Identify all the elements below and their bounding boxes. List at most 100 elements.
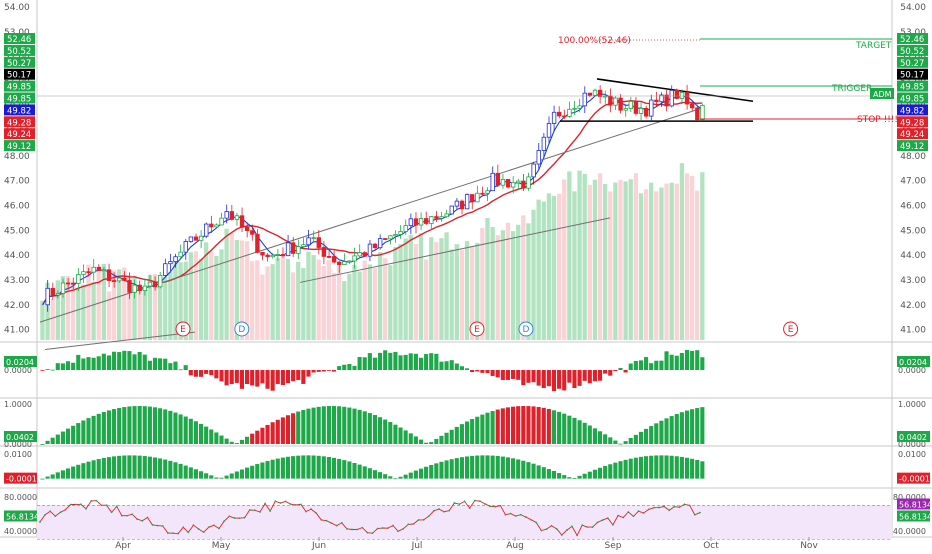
rsi-point-116 [632,515,635,518]
candle-body-5 [65,282,71,285]
event-marker-0 [175,321,191,337]
indicator-2-bar-76 [429,465,434,479]
indicator-0-bar-84 [470,370,475,373]
candle-body-103 [567,108,572,117]
volume-bar-94 [521,215,526,340]
rsi-point-104 [571,525,573,528]
indicator-2-bar-116 [633,457,638,479]
indicator-0-bar-119 [649,363,654,370]
indicator-1-bar-127 [690,409,695,444]
indicator-0-bar-128 [695,350,700,370]
rsi-point-3 [54,515,57,518]
indicator-0-bar-9 [86,357,91,370]
indicator-1-bar-42 [255,430,260,444]
volume-bar-16 [122,267,127,340]
rsi-point-13 [105,504,108,507]
indicator-3-left-badge-label: 56.8134 [6,512,39,521]
indicator-1-bar-69 [393,424,398,444]
rsi-point-90 [499,504,502,507]
candle-body-65 [372,243,378,249]
candle-body-30 [193,236,199,241]
volume-bar-14 [111,270,117,340]
indicator-0-bar-56 [326,370,331,371]
right-price-badge-5 [897,92,928,104]
rsi-point-41 [248,509,251,511]
volume-bar-8 [81,284,86,340]
indicator-1-bar-68 [388,422,393,444]
indicator-0-bar-62 [357,356,362,370]
volume-bar-3 [55,280,60,340]
right-price-badge-label-6: 49.82 [900,106,924,116]
indicator-0-bar-49 [291,370,296,382]
volume-bar-19 [137,287,142,340]
candle-body-41 [250,230,255,235]
right-price-badge-label-1: 50.52 [900,47,924,57]
volume-bar-88 [490,227,495,340]
indicator-0-bar-15 [117,352,122,370]
volume-bar-51 [301,267,306,340]
indicator-2-bar-111 [608,464,613,479]
indicator-0-bar-4 [60,363,65,370]
rsi-point-4 [59,511,62,514]
rsi-point-53 [310,508,313,511]
indicator-1-bar-43 [260,427,265,444]
volume-bar-105 [577,170,582,340]
volume-bar-127 [689,175,695,340]
indicator-0-bar-78 [439,361,444,370]
indicator-0-bar-74 [418,357,424,370]
volume-bar-49 [290,272,296,340]
candle-body-25 [168,261,173,265]
indicator-3-right-badge-label: 56.8134 [899,512,932,521]
candle-body-107 [587,92,593,96]
indicator-2-bar-59 [342,460,347,479]
volume-bar-36 [224,228,229,340]
candle-body-73 [413,218,419,226]
candle-body-31 [198,235,204,241]
indicator-2-bar-15 [117,455,122,479]
rsi-point-37 [228,515,231,518]
candle-body-116 [633,100,639,114]
volume-bar-124 [674,183,679,340]
indicator-2-bar-52 [306,455,311,479]
rsi-point-107 [586,526,589,529]
indicator-0-bar-92 [511,370,516,379]
candle-body-12 [101,269,107,272]
indicator-0-bar-31 [198,370,204,377]
volume-bar-47 [280,254,286,340]
right-price-badge-label-0: 52.46 [900,35,924,45]
indicator-1-bar-112 [613,440,618,444]
rsi-point-126 [683,503,686,506]
indicator-2-bar-70 [398,476,403,479]
volume-bar-115 [628,179,633,340]
indicator-1-bar-81 [454,426,459,444]
indicator-2-bar-38 [234,471,239,479]
indicator-2-bar-129 [700,461,705,479]
event-marker-3 [518,321,534,337]
indicator-2-bar-13 [106,457,112,479]
volume-bar-39 [239,240,245,340]
volume-bar-0 [40,300,45,340]
indicator-3-tick-right-1: 40.0000 [893,527,926,536]
volume-bar-4 [60,276,66,340]
rsi-point-34 [213,524,215,527]
candle-body-84 [470,194,475,203]
indicator-2-bar-98 [541,467,546,479]
candle-body-109 [597,89,603,97]
indicator-0-bar-75 [424,354,429,370]
rsi-point-89 [494,505,497,508]
indicator-2-bar-106 [582,473,587,479]
volume-bar-46 [275,258,280,340]
candle-body-71 [403,225,408,232]
indicator-2-bar-74 [418,468,424,479]
indicator-0-bar-24 [163,358,168,370]
indicator-0-bar-103 [567,370,572,383]
candle-body-97 [536,150,541,165]
rsi-point-71 [402,527,405,530]
candle-body-37 [229,211,235,220]
volume-bar-41 [250,261,255,340]
volume-bar-118 [643,189,649,340]
left-price-badge-label-0: 52.46 [7,35,31,45]
indicator-0-bar-96 [531,370,536,383]
